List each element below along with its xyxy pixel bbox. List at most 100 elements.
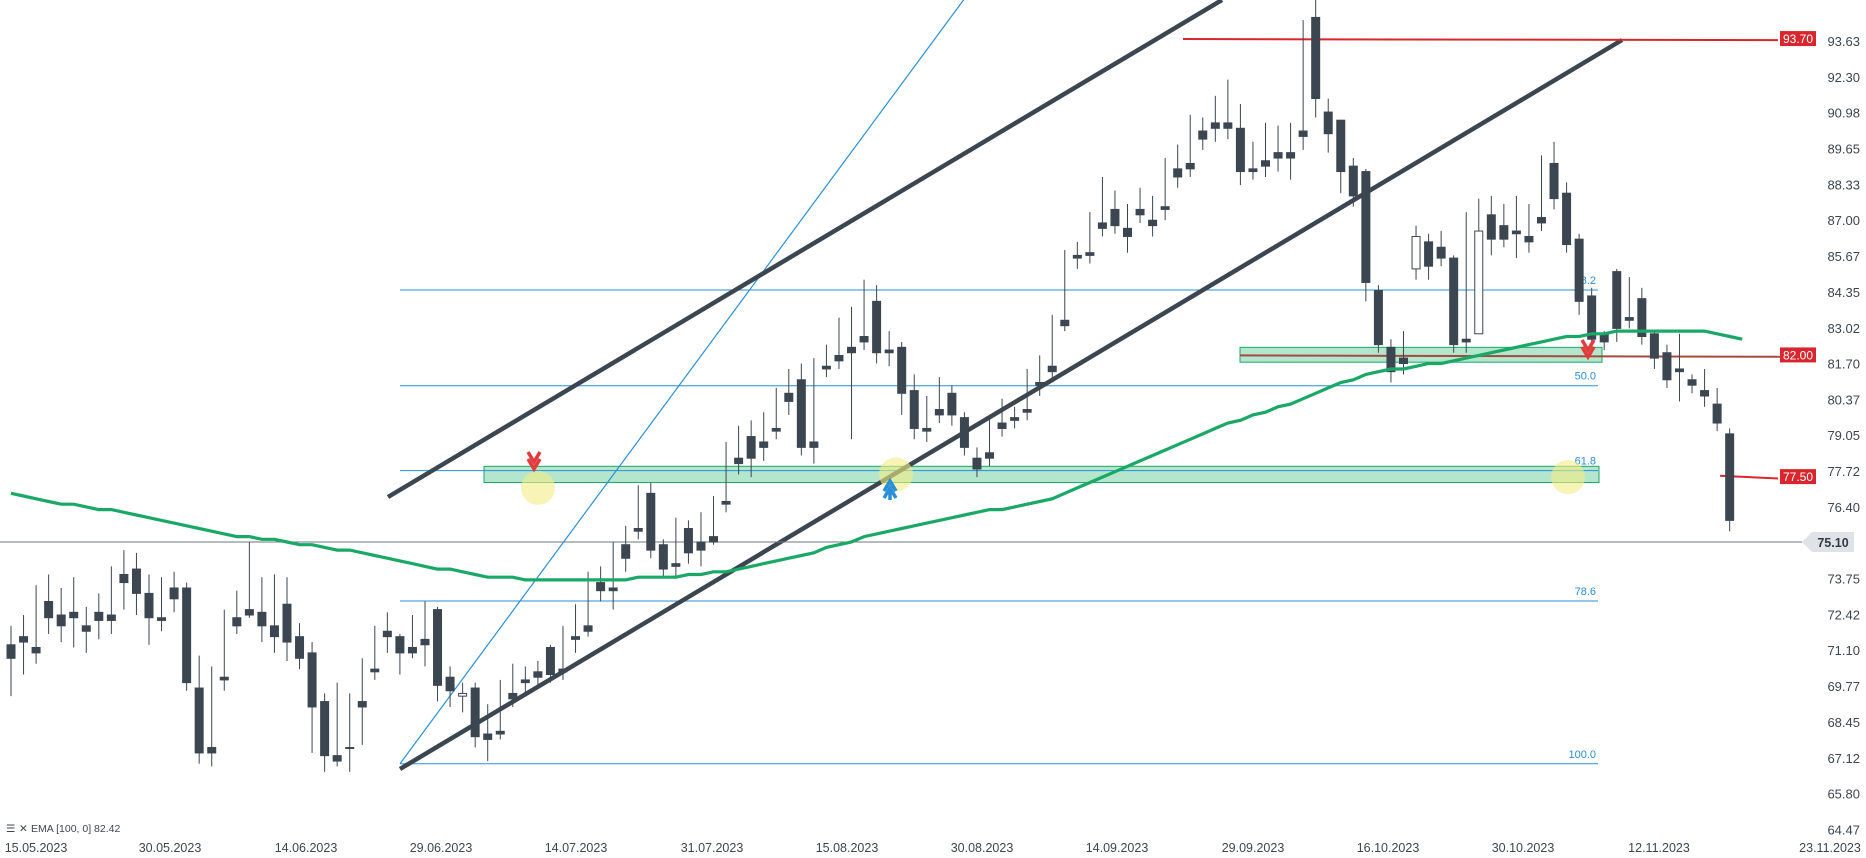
candle-body	[596, 582, 606, 592]
x-tick-label: 29.06.2023	[410, 841, 473, 855]
candle-body	[1097, 222, 1107, 229]
sell-arrow-icon	[1580, 339, 1596, 361]
candle-body	[646, 492, 656, 551]
settings-icon[interactable]: ☰	[6, 823, 15, 835]
x-tick-label: 30.08.2023	[951, 841, 1014, 855]
y-tick-label: 84.35	[1827, 285, 1860, 300]
candle-body	[1373, 290, 1383, 346]
y-tick-label: 68.45	[1827, 715, 1860, 730]
candle-body	[44, 601, 54, 619]
candle-body	[6, 644, 16, 659]
y-tick-label: 73.75	[1827, 572, 1860, 587]
highlight-circle	[879, 457, 913, 492]
candle-body	[1022, 409, 1032, 413]
candle-body	[847, 346, 857, 354]
candle-body	[1135, 208, 1145, 216]
candle-body	[1336, 119, 1346, 173]
candle-body	[1123, 227, 1133, 237]
sell-arrow-icon	[526, 451, 542, 473]
candle-body	[1574, 238, 1584, 302]
candle-body	[784, 392, 794, 402]
price-tag-label: 82.00	[1783, 348, 1813, 362]
candle-body	[508, 692, 518, 700]
y-tick-label: 79.05	[1827, 428, 1860, 443]
candle-body	[1273, 152, 1283, 159]
candle-body	[608, 587, 618, 592]
candle-body	[545, 646, 555, 676]
y-tick-label: 83.02	[1827, 321, 1860, 336]
candle-body	[1060, 319, 1070, 327]
candle-body	[157, 617, 167, 621]
x-tick-label: 16.10.2023	[1357, 841, 1420, 855]
candle-body	[1700, 390, 1710, 397]
candle-body	[232, 617, 242, 627]
last-price-tag	[1802, 532, 1854, 553]
candle-body	[282, 603, 292, 643]
candle-body	[307, 652, 317, 708]
candle-body	[269, 625, 279, 638]
highlight-circle	[1551, 460, 1585, 495]
candle-body	[985, 452, 995, 459]
y-axis: 93.63 92.30 90.98 89.65 88.33 87.00 85.67 84.35…	[1827, 34, 1860, 838]
channel-upper-line	[386, 0, 1224, 499]
candle-body	[683, 527, 693, 554]
y-tick-label: 76.40	[1827, 500, 1860, 515]
candle-body	[709, 536, 719, 543]
candle-body	[972, 457, 982, 470]
price-tag-label: 77.50	[1783, 470, 1813, 484]
y-tick-label: 77.72	[1827, 464, 1860, 479]
candle-body	[771, 427, 781, 432]
price-tags: 93.70 82.00 77.50 75.10	[1780, 31, 1854, 553]
candle-body	[1674, 368, 1684, 373]
x-tick-label: 15.05.2023	[5, 841, 68, 855]
fib-level-label: 61.8	[1575, 456, 1596, 468]
fib-level-label: 78.6	[1575, 586, 1596, 598]
candle-body	[495, 730, 505, 735]
candle-body	[458, 692, 468, 697]
candle-body	[721, 500, 731, 505]
candle-body	[1562, 192, 1572, 246]
candle-body	[1386, 346, 1396, 373]
candle-body	[1010, 417, 1020, 421]
y-tick-label: 65.80	[1827, 786, 1860, 801]
ema-line	[10, 329, 1743, 582]
x-tick-label: 31.07.2023	[681, 841, 744, 855]
candle-body	[1587, 295, 1597, 340]
candle-body	[1398, 357, 1408, 365]
candle-body	[433, 609, 443, 686]
candle-body	[1662, 352, 1672, 381]
candle-body	[1486, 214, 1496, 240]
candle-body	[1323, 111, 1333, 135]
candle-body	[1649, 333, 1659, 359]
candle-body	[219, 676, 229, 681]
candle-body	[909, 390, 919, 429]
candle-body	[934, 409, 944, 416]
candle-body	[558, 668, 568, 673]
buy-arrow-icon	[882, 477, 898, 500]
candle-body	[633, 527, 643, 532]
x-tick-label: 30.10.2023	[1492, 841, 1555, 855]
candle-body	[1424, 241, 1434, 267]
candle-body	[1712, 403, 1722, 424]
y-tick-label: 87.00	[1827, 213, 1860, 228]
candle-body	[997, 422, 1007, 429]
candle-body	[1110, 208, 1120, 227]
candle-body	[81, 625, 91, 632]
resistance-line-82-00	[1239, 354, 1781, 358]
candle-body	[1524, 235, 1534, 243]
close-icon[interactable]: ✕	[19, 823, 28, 835]
candle-body	[119, 573, 129, 584]
candle-body	[1436, 246, 1446, 259]
fib-trend-line	[399, 0, 965, 765]
x-tick-label: 30.05.2023	[139, 841, 202, 855]
y-tick-label: 81.70	[1827, 357, 1860, 372]
candle-body	[1160, 206, 1170, 210]
zone-82-00	[1239, 346, 1603, 363]
x-tick-label: 14.06.2023	[275, 841, 338, 855]
candle-body	[1511, 230, 1521, 235]
y-tick-label: 69.77	[1827, 679, 1860, 694]
candle-body	[1549, 162, 1559, 200]
candle-body	[31, 646, 41, 654]
